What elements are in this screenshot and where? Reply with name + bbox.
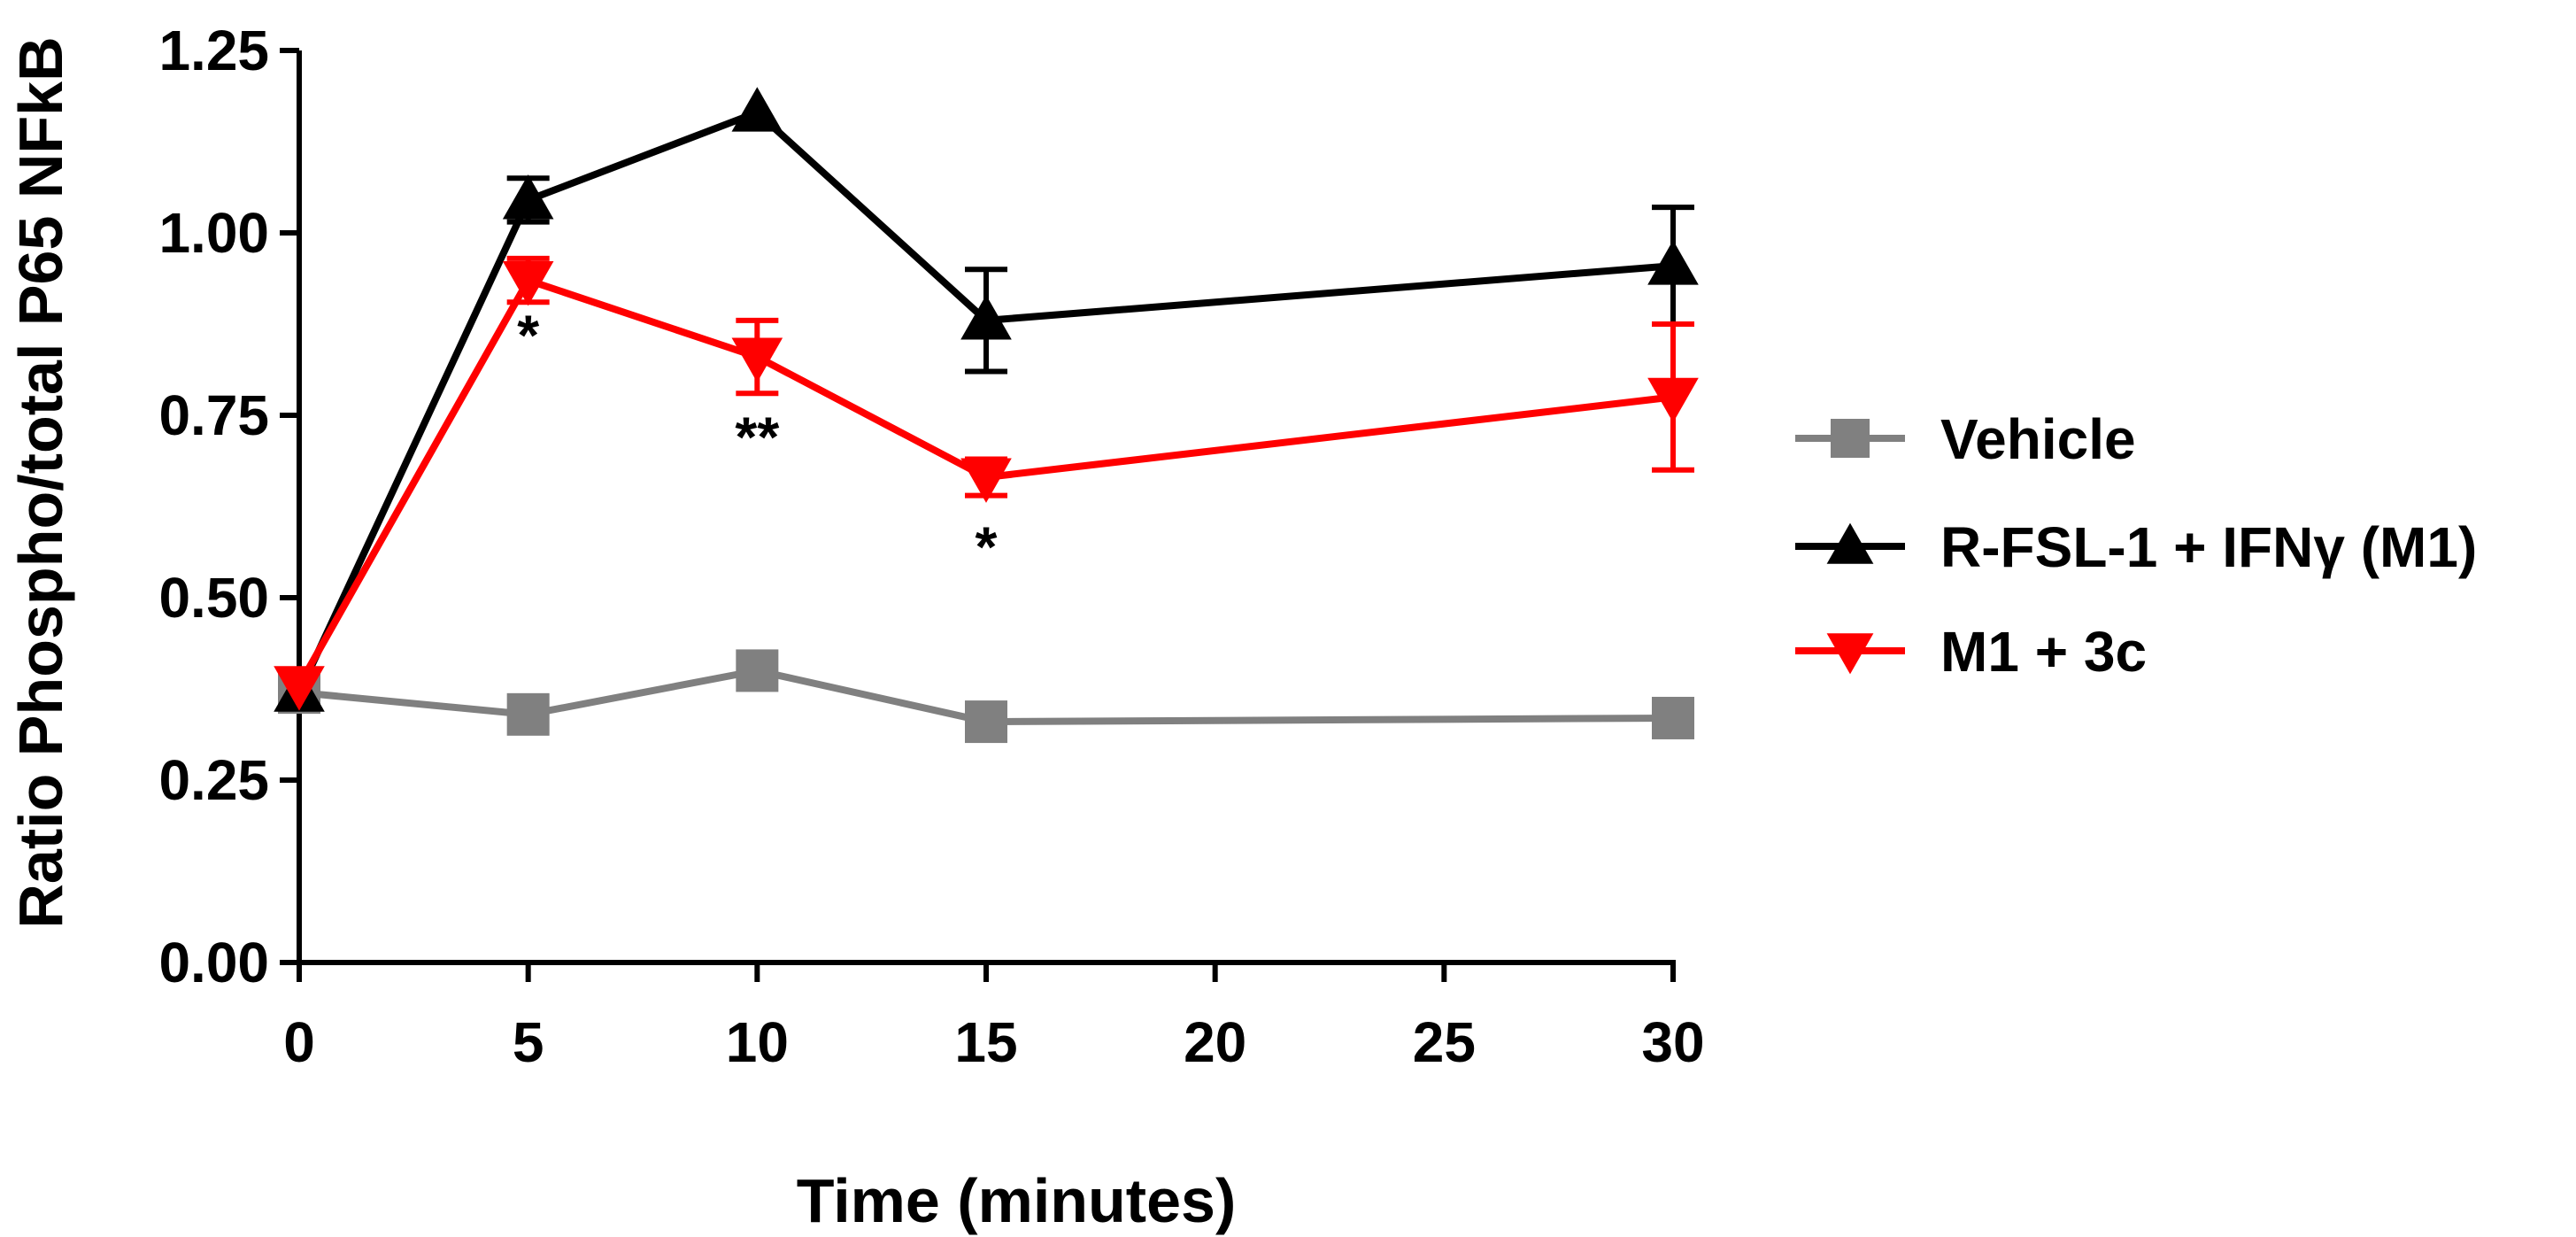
y-tick-label: 1.25 — [158, 19, 269, 82]
significance-label: * — [976, 514, 998, 578]
data-point — [960, 295, 1012, 340]
data-point — [965, 700, 1007, 744]
axes: 0.00 0.25 0.50 0.75 1.00 1.25 0 5 10 15 20 25 30 — [158, 19, 1704, 1074]
legend-label: M1 + 3c — [1940, 620, 2147, 684]
x-tick-label: 30 — [1641, 1010, 1704, 1074]
data-point — [731, 337, 783, 383]
data-point — [506, 692, 550, 736]
series-1 — [274, 87, 1699, 712]
x-tick-label: 10 — [726, 1010, 789, 1074]
legend-marker — [1826, 633, 1874, 675]
y-axis-title: Ratio Phospho/total P65 NFkB — [6, 36, 75, 928]
data-point — [1652, 696, 1694, 739]
y-tick-label: 0.75 — [158, 383, 269, 447]
legend-item: Vehicle — [1795, 407, 2136, 471]
data-point — [736, 649, 779, 692]
x-tick-label: 25 — [1413, 1010, 1476, 1074]
data-point — [502, 174, 554, 220]
data-point — [1647, 377, 1699, 423]
x-tick-label: 15 — [954, 1010, 1017, 1074]
legend-marker — [1826, 522, 1874, 564]
legend-label: R-FSL-1 + IFNγ (M1) — [1940, 515, 2477, 579]
legend: Vehicle R-FSL-1 + IFNγ (M1) M1 + 3c — [1795, 407, 2477, 684]
data-point — [1647, 240, 1699, 285]
data-point — [960, 458, 1012, 503]
series-2 — [274, 255, 1699, 711]
legend-item: R-FSL-1 + IFNγ (M1) — [1795, 515, 2477, 579]
y-tick-label: 0.50 — [158, 566, 269, 630]
series-line — [296, 109, 1674, 694]
significance-label: ** — [735, 406, 779, 469]
significance-label: * — [517, 303, 539, 367]
data-point — [502, 260, 554, 306]
x-axis-title: Time (minutes) — [797, 1166, 1237, 1235]
series-0 — [278, 649, 1694, 744]
y-tick-label: 0.00 — [158, 931, 269, 994]
legend-label: Vehicle — [1940, 407, 2136, 471]
data-point — [274, 666, 325, 711]
y-tick-label: 1.00 — [158, 201, 269, 265]
y-tick-label: 0.25 — [158, 748, 269, 812]
legend-marker — [1831, 419, 1870, 458]
x-tick-label: 0 — [283, 1010, 315, 1074]
x-tick-label: 5 — [513, 1010, 544, 1074]
legend-item: M1 + 3c — [1795, 620, 2147, 684]
data-point — [731, 87, 783, 132]
annotations: **** — [517, 303, 997, 578]
x-tick-label: 20 — [1184, 1010, 1246, 1074]
series-layer — [274, 87, 1699, 744]
